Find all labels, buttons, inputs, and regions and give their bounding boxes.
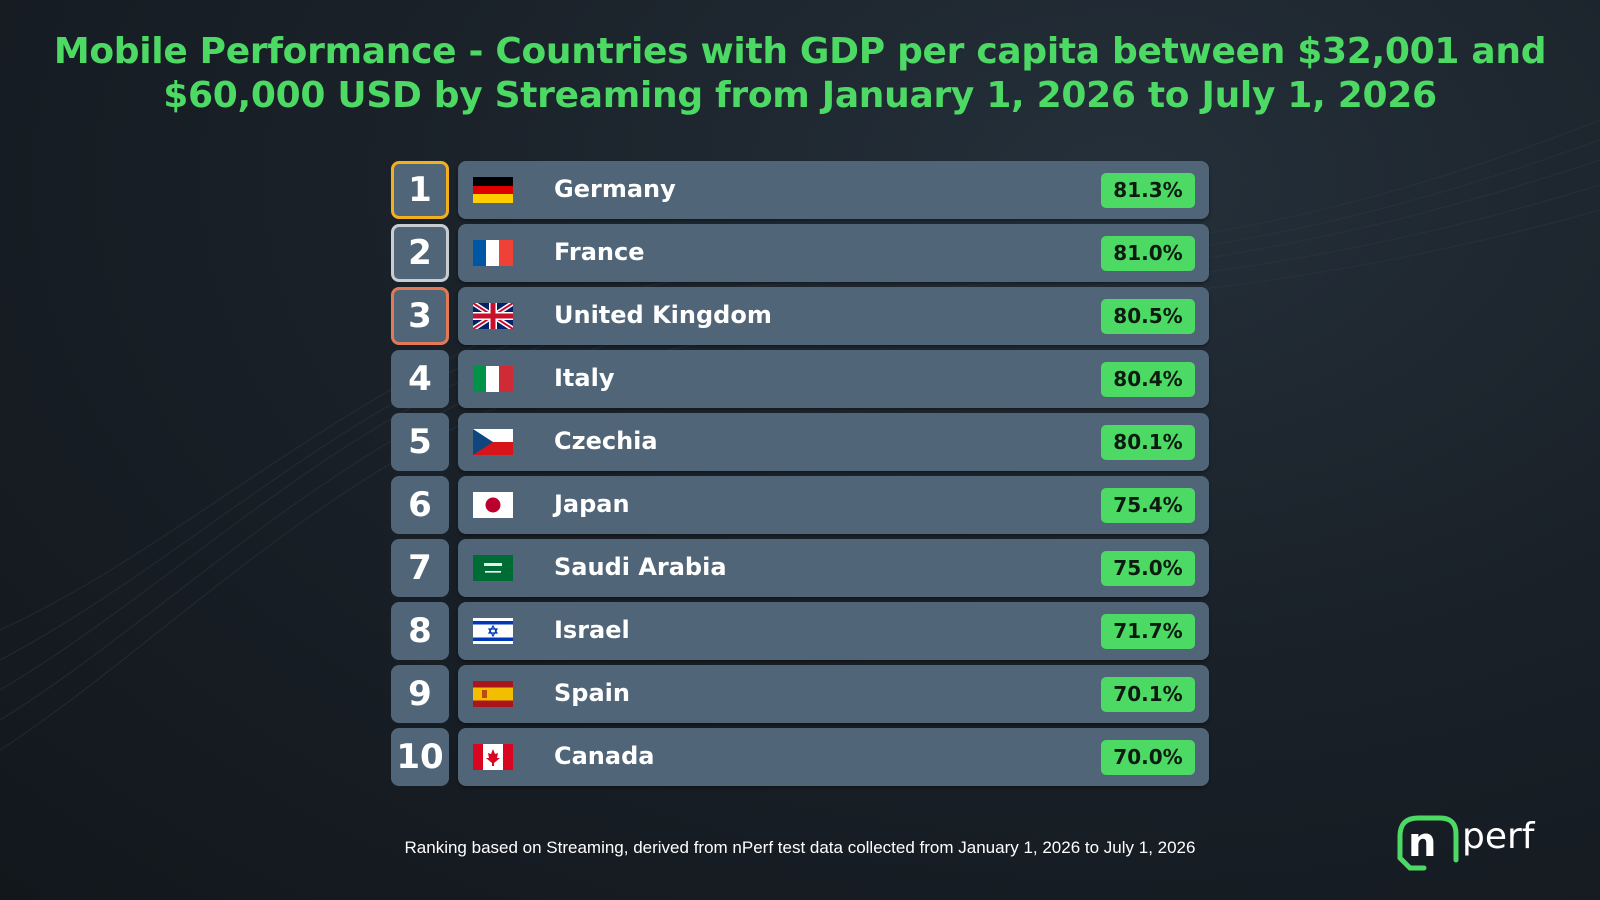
value-label: 81.3%: [1101, 173, 1195, 208]
value-label: 70.0%: [1101, 740, 1195, 775]
ranking-row: 10 Canada 70.0%: [391, 728, 1209, 786]
ranking-row: 4 Italy 80.4%: [391, 350, 1209, 408]
country-bar: Canada 70.0%: [458, 728, 1209, 786]
ranking-row: 7 Saudi Arabia 75.0%: [391, 539, 1209, 597]
value-label: 71.7%: [1101, 614, 1195, 649]
svg-text:perf: perf: [1462, 816, 1536, 857]
country-bar: Italy 80.4%: [458, 350, 1209, 408]
value-label: 80.1%: [1101, 425, 1195, 460]
value-label: 75.4%: [1101, 488, 1195, 523]
rank-badge: 9: [391, 665, 449, 723]
spain-flag-icon: [473, 681, 513, 707]
italy-flag-icon: [473, 366, 513, 392]
saudi-arabia-flag-icon: [473, 555, 513, 581]
country-bar: Germany 81.3%: [458, 161, 1209, 219]
rank-badge: 10: [391, 728, 449, 786]
country-name: Italy: [554, 364, 615, 392]
rank-badge: 3: [391, 287, 449, 345]
rank-badge: 4: [391, 350, 449, 408]
svg-text:n: n: [1408, 820, 1436, 866]
rank-badge: 2: [391, 224, 449, 282]
title-line-1: Mobile Performance - Countries with GDP …: [53, 31, 1547, 72]
rank-badge: 6: [391, 476, 449, 534]
country-name: Czechia: [554, 427, 658, 455]
rank-badge: 8: [391, 602, 449, 660]
ranking-row: 1 Germany 81.3%: [391, 161, 1209, 219]
country-name: Japan: [554, 490, 630, 518]
ranking-row: 6 Japan 75.4%: [391, 476, 1209, 534]
value-label: 80.5%: [1101, 299, 1195, 334]
nperf-logo: n perf: [1397, 815, 1536, 871]
ranking-row: 2 France 81.0%: [391, 224, 1209, 282]
country-name: Spain: [554, 679, 630, 707]
country-name: Germany: [554, 175, 676, 203]
ranking-row: 5 Czechia 80.1%: [391, 413, 1209, 471]
canada-flag-icon: [473, 744, 513, 770]
country-bar: Spain 70.1%: [458, 665, 1209, 723]
value-label: 81.0%: [1101, 236, 1195, 271]
value-label: 80.4%: [1101, 362, 1195, 397]
country-name: France: [554, 238, 645, 266]
japan-flag-icon: [473, 492, 513, 518]
country-bar: Czechia 80.1%: [458, 413, 1209, 471]
ranking-list: 1 Germany 81.3% 2 France 81.0% 3 United Kingdom…: [391, 161, 1209, 791]
ranking-row: 9 Spain 70.1%: [391, 665, 1209, 723]
rank-badge: 5: [391, 413, 449, 471]
country-name: Israel: [554, 616, 630, 644]
country-bar: Israel 71.7%: [458, 602, 1209, 660]
chart-title: Mobile Performance - Countries with GDP …: [40, 30, 1560, 118]
country-name: Saudi Arabia: [554, 553, 727, 581]
rank-badge: 1: [391, 161, 449, 219]
france-flag-icon: [473, 240, 513, 266]
ranking-row: 8 Israel 71.7%: [391, 602, 1209, 660]
country-bar: United Kingdom 80.5%: [458, 287, 1209, 345]
footnote: Ranking based on Streaming, derived from…: [404, 838, 1196, 857]
title-line-2: $60,000 USD by Streaming from January 1,…: [163, 75, 1437, 116]
country-name: United Kingdom: [554, 301, 772, 329]
country-bar: France 81.0%: [458, 224, 1209, 282]
value-label: 70.1%: [1101, 677, 1195, 712]
israel-flag-icon: [473, 618, 513, 644]
rank-badge: 7: [391, 539, 449, 597]
ranking-row: 3 United Kingdom 80.5%: [391, 287, 1209, 345]
czechia-flag-icon: [473, 429, 513, 455]
country-bar: Saudi Arabia 75.0%: [458, 539, 1209, 597]
germany-flag-icon: [473, 177, 513, 203]
value-label: 75.0%: [1101, 551, 1195, 586]
country-name: Canada: [554, 742, 655, 770]
united-kingdom-flag-icon: [473, 303, 513, 329]
country-bar: Japan 75.4%: [458, 476, 1209, 534]
